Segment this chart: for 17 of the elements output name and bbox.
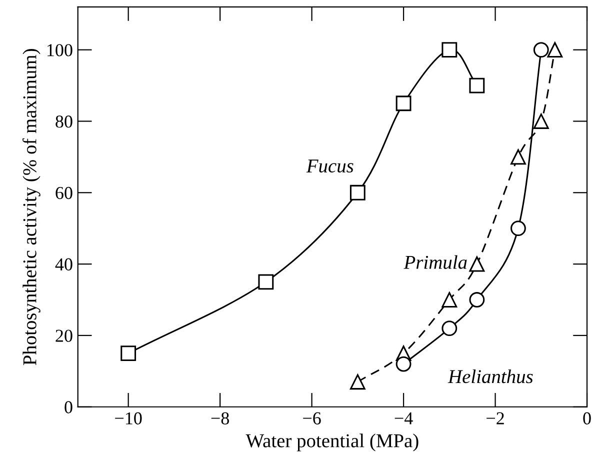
x-tick-label: −10 — [115, 412, 142, 424]
y-tick-label: 60 — [56, 186, 72, 200]
y-tick-label: 80 — [56, 115, 72, 128]
y-tick-label: 40 — [55, 258, 72, 270]
series-label: Fucus — [306, 160, 354, 173]
x-tick-label: 0 — [583, 412, 591, 424]
x-axis-title: Water potential (MPa) — [246, 434, 418, 452]
y-axis-title: Photosynthetic activity (% of maximum) — [22, 49, 40, 366]
y-tick-label: 0 — [64, 401, 72, 414]
x-tick-label: −2 — [486, 412, 504, 424]
series-label: Primula — [404, 255, 467, 269]
x-tick-label: −6 — [303, 412, 321, 424]
y-tick-label: 100 — [48, 44, 72, 56]
y-tick-label: 20 — [56, 330, 72, 342]
series-label: Helianthus — [448, 369, 533, 384]
x-tick-label: −4 — [394, 412, 413, 424]
x-tick-label: −8 — [211, 412, 229, 424]
